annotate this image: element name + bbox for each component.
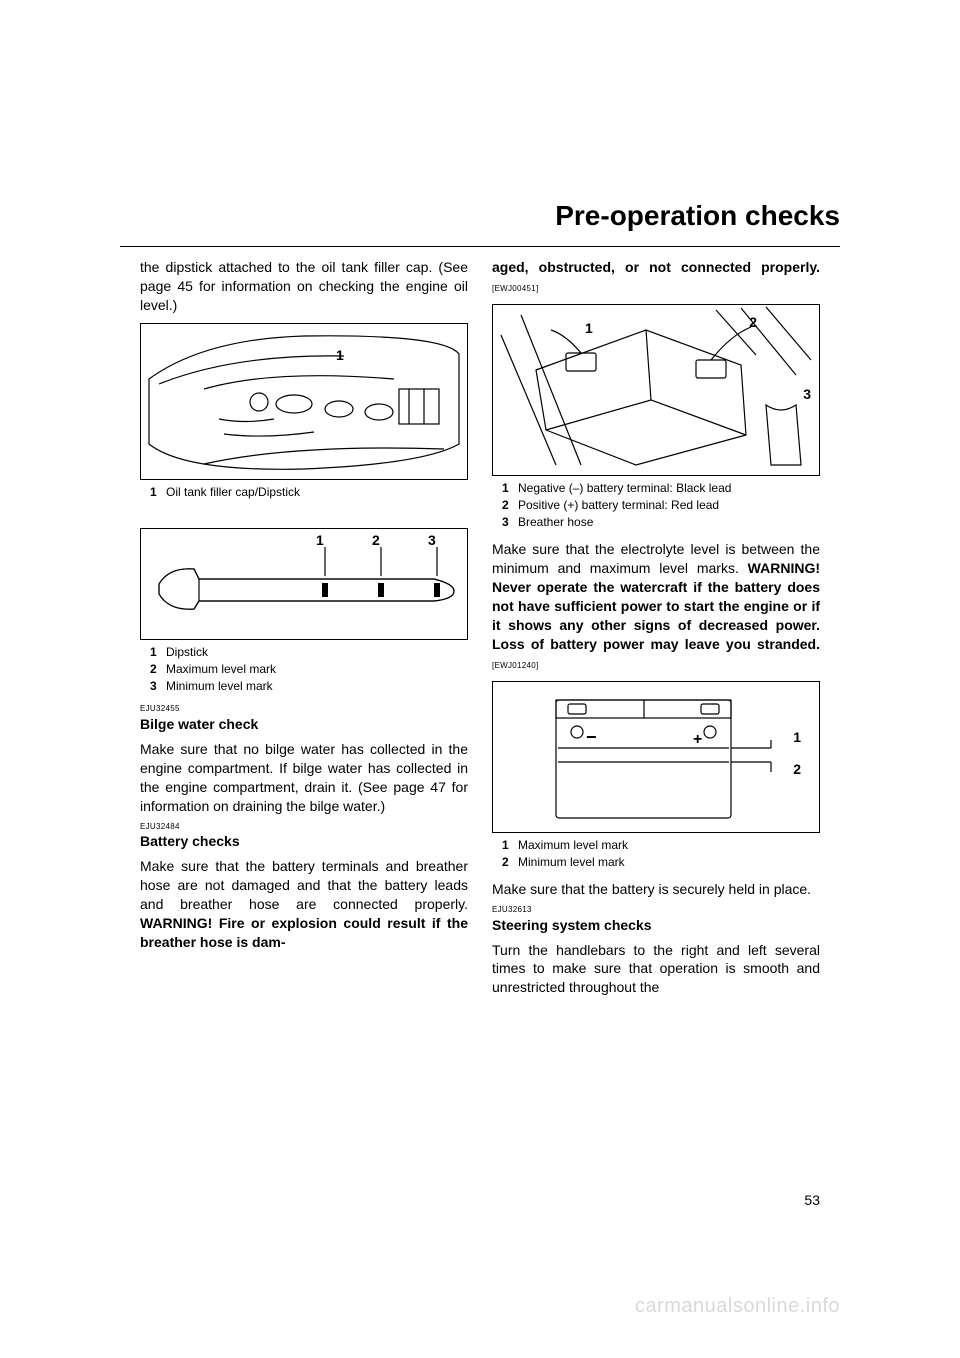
figure-caption: 1Negative (–) battery terminal: Black le… [502, 480, 820, 531]
body-text: Make sure that the electrolyte level is … [492, 540, 820, 672]
title-rule [120, 246, 840, 247]
figure-label: 2 [372, 531, 380, 550]
figure-label: 2 [749, 313, 757, 332]
oil-tank-illustration [141, 324, 467, 479]
body-text: Make sure that the battery terminals and… [140, 857, 468, 951]
figure-label: 1 [316, 531, 324, 550]
page: Pre-operation checks the dipstick attach… [0, 0, 960, 1358]
body-text: Turn the handlebars to the right and lef… [492, 941, 820, 998]
figure-oil-tank: 1 [140, 323, 468, 480]
watermark: carmanualsonline.info [635, 1295, 840, 1318]
left-column: the dipstick attached to the oil tank fi… [140, 258, 468, 1218]
figure-battery-levels: − + 1 2 [492, 681, 820, 833]
section-heading: Bilge water check [140, 715, 468, 734]
dipstick-illustration [141, 529, 467, 639]
battery-levels-illustration: − + [493, 682, 819, 832]
svg-text:+: + [693, 731, 702, 748]
figure-battery-terminals: 1 2 3 [492, 304, 820, 476]
figure-label: 3 [428, 531, 436, 550]
page-number: 53 [804, 1192, 820, 1208]
section-heading: Steering system checks [492, 916, 820, 935]
body-text: Make sure that the battery is securely h… [492, 880, 820, 899]
section-heading: Battery checks [140, 832, 468, 851]
chapter-title: Pre-operation checks [555, 200, 840, 232]
continuation-text: aged, obstructed, or not connected prope… [492, 258, 820, 296]
right-column: aged, obstructed, or not connected prope… [492, 258, 820, 1218]
figure-caption: 1Dipstick 2Maximum level mark 3Minimum l… [150, 644, 468, 695]
figure-caption: 1Maximum level mark 2Minimum level mark [502, 837, 820, 870]
section-code: EJU32455 [140, 704, 468, 715]
figure-label: 2 [793, 760, 801, 779]
figure-label: 1 [336, 346, 344, 365]
section-code: EJU32613 [492, 905, 820, 916]
figure-caption: 1Oil tank filler cap/Dipstick [150, 484, 468, 500]
intro-text: the dipstick attached to the oil tank fi… [140, 258, 468, 315]
figure-label: 1 [585, 319, 593, 338]
battery-terminals-illustration [493, 305, 819, 475]
section-code: EJU32484 [140, 822, 468, 833]
figure-dipstick: 1 2 3 [140, 528, 468, 640]
content-columns: the dipstick attached to the oil tank fi… [140, 258, 820, 1218]
svg-text:−: − [586, 727, 597, 747]
body-text: Make sure that no bilge water has collec… [140, 740, 468, 816]
figure-label: 3 [803, 385, 811, 404]
figure-label: 1 [793, 728, 801, 747]
